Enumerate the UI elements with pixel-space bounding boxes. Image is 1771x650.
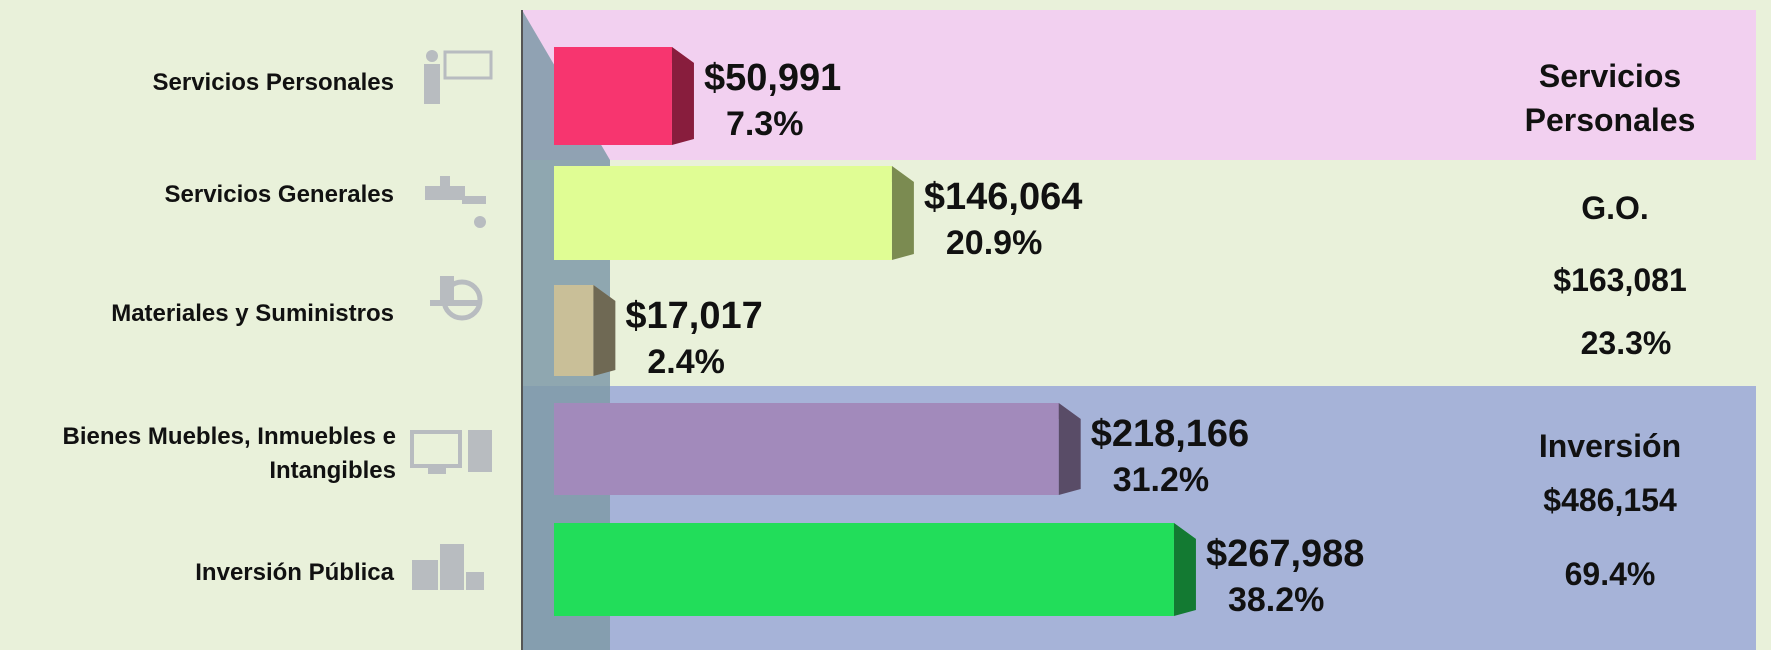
share-label: 38.2% xyxy=(1227,581,1325,619)
category-label: Inversión Pública xyxy=(195,559,394,586)
icons xyxy=(410,50,493,590)
bar xyxy=(554,403,1059,495)
share-label: 2.4% xyxy=(647,343,725,381)
category-label: Materiales y Suministros xyxy=(111,300,394,327)
category-label: Servicios Generales xyxy=(164,181,394,208)
value-label: $17,017 xyxy=(625,295,763,337)
category-label: Bienes Muebles, Inmuebles e Intangibles xyxy=(62,423,396,484)
bar xyxy=(554,285,594,376)
bar-side xyxy=(891,166,914,260)
group-name: Servicios Personales xyxy=(1524,58,1696,138)
bar-side xyxy=(1058,403,1081,495)
group-share: 23.3% xyxy=(1580,325,1672,361)
category-label: Servicios Personales xyxy=(152,69,394,96)
group-total: $486,154 xyxy=(1543,482,1677,518)
value-label: $267,988 xyxy=(1205,533,1365,575)
value-label: $50,991 xyxy=(703,57,842,99)
share-label: 7.3% xyxy=(725,105,804,143)
bar xyxy=(554,47,672,145)
bar xyxy=(554,523,1174,616)
value-label: $146,064 xyxy=(923,176,1083,218)
share-label: 31.2% xyxy=(1112,461,1210,499)
group-total: $163,081 xyxy=(1553,262,1687,298)
bar-side xyxy=(593,285,616,376)
group-name: Inversión xyxy=(1538,428,1682,464)
bar xyxy=(554,166,892,260)
bar-side xyxy=(671,47,694,145)
bar-side xyxy=(1173,523,1196,616)
value-label: $218,166 xyxy=(1090,413,1250,455)
share-label: 20.9% xyxy=(945,224,1043,262)
group-name: G.O. xyxy=(1581,190,1649,226)
group-share: 69.4% xyxy=(1564,556,1656,592)
group-band xyxy=(522,10,1756,160)
